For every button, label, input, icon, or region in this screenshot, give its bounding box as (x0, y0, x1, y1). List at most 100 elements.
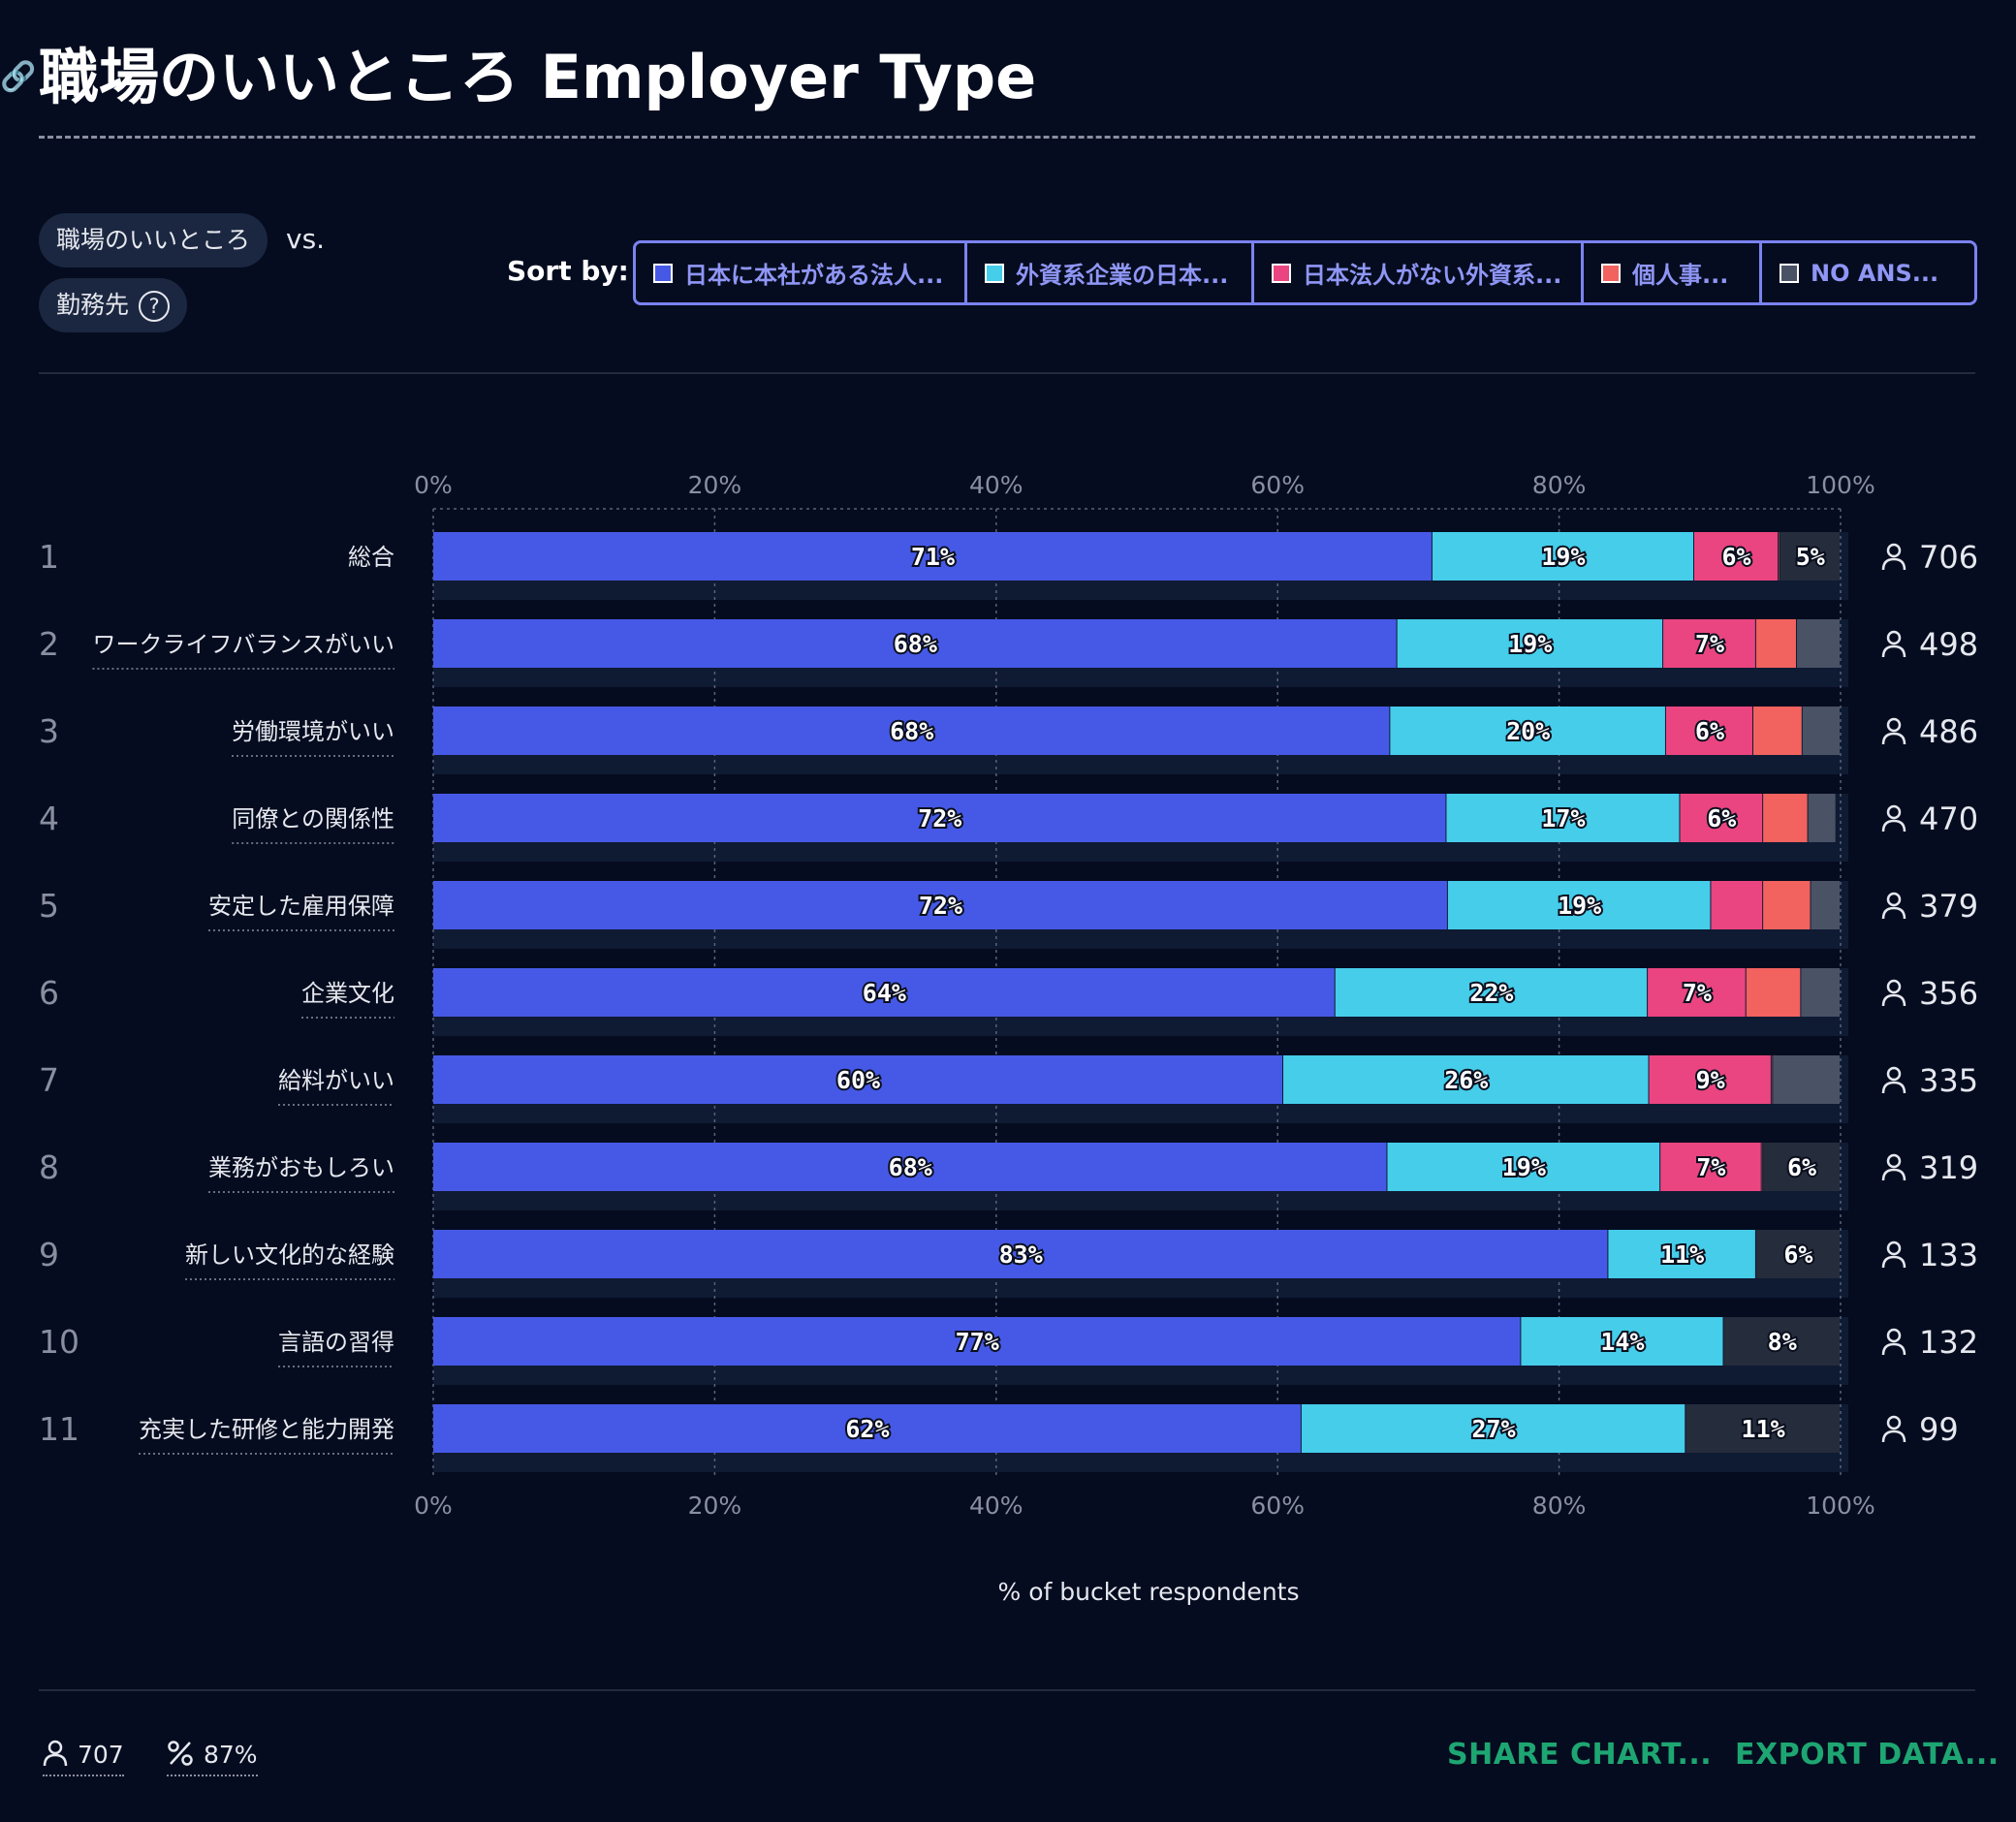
person-icon-body (1881, 1168, 1906, 1181)
row-label[interactable]: 充実した研修と能力開発 (139, 1416, 394, 1443)
bar-segment[interactable] (1752, 707, 1802, 755)
row-label[interactable]: 企業文化 (301, 980, 394, 1007)
bar-segment[interactable] (1802, 707, 1840, 755)
bar-segment[interactable] (433, 1230, 1608, 1278)
bar-data-label: 83% (999, 1241, 1043, 1269)
bar-segment[interactable] (1763, 794, 1808, 842)
row-label[interactable]: 同僚との関係性 (232, 805, 394, 832)
bar-segment[interactable] (1648, 968, 1746, 1017)
bar-data-label: 5% (1796, 543, 1825, 571)
person-icon (43, 1740, 68, 1767)
bar-data-label: 60% (836, 1066, 880, 1094)
bar-segment[interactable] (1723, 1317, 1840, 1366)
person-icon-body (1881, 1342, 1906, 1356)
bar-segment[interactable] (433, 1143, 1387, 1191)
sort-option-label: 日本法人がない外資系... (1303, 262, 1562, 289)
bar-segment[interactable] (433, 1055, 1283, 1104)
footer-respondents[interactable]: 707 (43, 1740, 124, 1776)
bar-segment[interactable] (1387, 1143, 1660, 1191)
help-icon[interactable]: ? (139, 291, 171, 322)
bar-segment[interactable] (1808, 794, 1836, 842)
bar-data-label: 68% (894, 630, 937, 658)
bar-segment[interactable] (1811, 881, 1840, 929)
bar-segment[interactable] (1390, 707, 1665, 755)
row-label[interactable]: ワークライフバランスがいい (92, 631, 394, 658)
bar-segment[interactable] (1432, 532, 1693, 581)
bar-segment[interactable] (433, 1404, 1301, 1453)
bar-segment[interactable] (1773, 1055, 1840, 1104)
bar-segment[interactable] (1608, 1230, 1755, 1278)
bar-segment[interactable] (1660, 1143, 1761, 1191)
bar-data-label: 7% (1695, 630, 1724, 658)
x-tick-label-bottom: 60% (1250, 1492, 1305, 1520)
person-icon (1886, 892, 1902, 907)
bar-segment[interactable] (1685, 1404, 1840, 1453)
row-label[interactable]: 労働環境がいい (232, 718, 394, 745)
bar-segment[interactable] (1746, 968, 1801, 1017)
row-label[interactable]: 言語の習得 (278, 1329, 394, 1356)
row-label[interactable]: 安定した雇用保障 (208, 893, 394, 920)
share-chart-button[interactable]: SHARE CHART... (1447, 1738, 1713, 1772)
bar-segment[interactable] (1755, 1230, 1840, 1278)
percent-icon (168, 1741, 193, 1766)
person-icon-body (1881, 993, 1906, 1007)
bar-segment[interactable] (1796, 619, 1840, 668)
export-data-button[interactable]: EXPORT DATA... (1735, 1738, 2000, 1772)
bar-segment[interactable] (1780, 532, 1840, 581)
compare-secondary-pill[interactable]: 勤務先? (39, 278, 188, 332)
bar-segment[interactable] (433, 707, 1390, 755)
bar-segment[interactable] (1283, 1055, 1649, 1104)
bar-segment[interactable] (1335, 968, 1648, 1017)
bar-segment[interactable] (1693, 532, 1779, 581)
row-rank: 4 (39, 800, 59, 837)
bar-data-label: 19% (1508, 630, 1552, 658)
x-tick-label-top: 60% (1250, 471, 1305, 499)
row-count (1881, 1328, 1906, 1356)
sort-option-japan-hq[interactable]: 日本に本社がある法人... (636, 243, 967, 302)
bar-segment[interactable] (1663, 619, 1755, 668)
bar-segment[interactable] (1801, 968, 1840, 1017)
sort-option-individual[interactable]: 個人事... (1584, 243, 1762, 302)
bar-data-label: 7% (1696, 1153, 1725, 1181)
bar-segment[interactable] (433, 968, 1335, 1017)
bar-segment[interactable] (1711, 881, 1763, 929)
person-icon-body (1881, 1255, 1906, 1269)
bar-segment[interactable] (433, 1317, 1521, 1366)
row-label[interactable]: 給料がいい (278, 1067, 394, 1094)
bar-data-label: 22% (1469, 979, 1513, 1007)
bar-data-label: 6% (1695, 717, 1724, 745)
x-tick-label-top: 40% (969, 471, 1024, 499)
row-label[interactable]: 新しい文化的な経験 (185, 1241, 394, 1269)
compare-primary-pill[interactable]: 職場のいいところ (39, 213, 268, 267)
bar-segment[interactable] (1446, 794, 1680, 842)
bar-segment[interactable] (1763, 881, 1811, 929)
bar-segment[interactable] (1447, 881, 1711, 929)
bar-segment[interactable] (1649, 1055, 1771, 1104)
row-label[interactable]: 業務がおもしろい (208, 1154, 394, 1181)
bar-segment[interactable] (433, 619, 1397, 668)
sort-option-no-answer[interactable]: NO ANS... (1762, 243, 1974, 302)
bar-segment[interactable] (1665, 707, 1752, 755)
bar-segment[interactable] (1301, 1404, 1685, 1453)
sort-options-group: 日本に本社がある法人... 外資系企業の日本... 日本法人がない外資系... … (633, 240, 1977, 305)
bar-data-label: 19% (1558, 892, 1601, 920)
footer-percent[interactable]: 87% (167, 1740, 258, 1776)
row-count (1881, 804, 1906, 832)
row-count-value: 356 (1919, 975, 1978, 1012)
bar-segment[interactable] (1521, 1317, 1723, 1366)
row-count (1881, 1415, 1906, 1443)
row-count-value: 706 (1919, 539, 1978, 576)
bar-segment[interactable] (1763, 1143, 1840, 1191)
bar-data-label: 6% (1787, 1153, 1816, 1181)
sort-option-foreign-jp[interactable]: 外資系企業の日本... (967, 243, 1254, 302)
person-icon-body (1881, 644, 1906, 658)
bar-segment[interactable] (1680, 794, 1763, 842)
bar-data-label: 6% (1783, 1241, 1812, 1269)
bar-segment[interactable] (433, 881, 1447, 929)
bar-segment[interactable] (1755, 619, 1796, 668)
sort-option-foreign-no-jp[interactable]: 日本法人がない外資系... (1254, 243, 1584, 302)
bar-segment[interactable] (1397, 619, 1663, 668)
bar-segment[interactable] (433, 532, 1432, 581)
x-tick-label-bottom: 20% (688, 1492, 742, 1520)
bar-segment[interactable] (433, 794, 1446, 842)
